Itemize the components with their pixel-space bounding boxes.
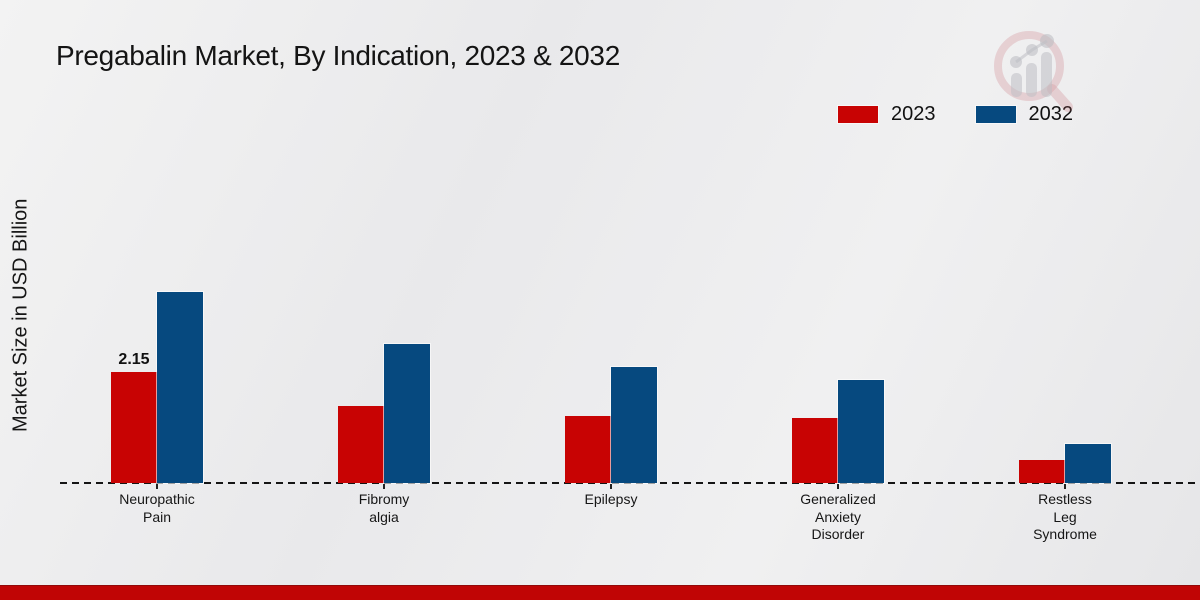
legend-item-2032: 2032 [975, 103, 1074, 126]
footer-accent-bar [0, 585, 1200, 600]
x-axis-label-line: Restless [1038, 491, 1092, 507]
x-axis-label-restless-leg-syndrome: Restless Leg Syndrome [980, 491, 1150, 544]
bar-2032-restless-leg-syndrome [1065, 444, 1111, 483]
x-axis-tick-epilepsy [610, 484, 612, 489]
x-axis-label-line: Leg [1053, 508, 1077, 525]
y-axis-title: Market Size in USD Billion [9, 198, 32, 432]
bar-2032-neuropathic-pain [157, 292, 203, 483]
x-axis-tick-neuropathic-pain [156, 484, 158, 489]
bar-2023-generalized-anxiety-disorder [792, 418, 838, 483]
bar-2032-epilepsy [611, 367, 657, 483]
legend-label-2032: 2032 [1028, 103, 1074, 125]
bar-2023-restless-leg-syndrome [1019, 460, 1065, 483]
x-axis-label-line: Disorder [811, 526, 865, 542]
x-axis-label-line: Syndrome [1033, 526, 1097, 542]
x-axis-label-line: Generalized [800, 491, 876, 507]
legend-label-2023: 2023 [891, 103, 936, 125]
x-axis-label-line: Neuropathic [119, 491, 195, 507]
bar-2023-epilepsy [565, 416, 611, 483]
bar-2032-fibromyalgia [384, 344, 430, 483]
bar-2032-generalized-anxiety-disorder [838, 380, 884, 483]
magnifier-bar-chart-logo-icon [994, 31, 1073, 112]
x-axis-tick-generalized-anxiety-disorder [837, 484, 839, 489]
x-axis-label-generalized-anxiety-disorder: Generalized Anxiety Disorder [753, 491, 923, 544]
x-axis-baseline [60, 482, 1198, 484]
legend: 2023 2032 [838, 103, 1073, 126]
x-axis-label-epilepsy: Epilepsy [526, 491, 696, 509]
x-axis-label-line: algia [369, 508, 399, 525]
chart-title: Pregabalin Market, By Indication, 2023 &… [56, 40, 620, 71]
x-axis-label-neuropathic-pain: Neuropathic Pain [72, 491, 242, 526]
legend-item-2023: 2023 [838, 103, 936, 126]
bar-value-label: 2.15 [118, 351, 150, 368]
x-axis-tick-fibromyalgia [383, 484, 385, 489]
x-axis-label-line: Fibromy [358, 491, 410, 507]
bar-2023-fibromyalgia [338, 406, 384, 483]
x-axis-tick-restless-leg-syndrome [1064, 484, 1066, 489]
bar-2023-neuropathic-pain [111, 372, 157, 483]
x-axis-label-line: Pain [142, 508, 172, 525]
x-axis-label-line: Anxiety [815, 508, 861, 525]
x-axis-label-fibromyalgia: Fibromy algia [299, 491, 469, 526]
legend-swatch-2032 [975, 106, 1016, 123]
x-axis-label-line: Epilepsy [584, 491, 638, 507]
legend-swatch-2023 [838, 106, 878, 123]
